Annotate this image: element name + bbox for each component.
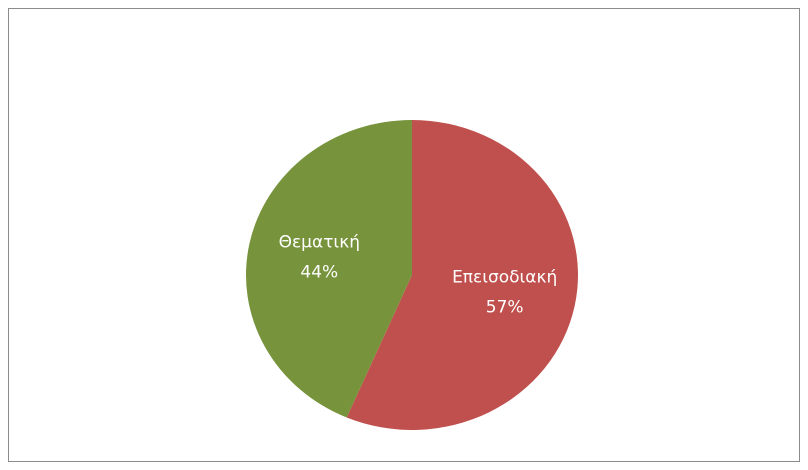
pie-slice bbox=[346, 120, 578, 431]
slice-value-label: 57% bbox=[486, 298, 524, 318]
pie-slice bbox=[245, 120, 412, 418]
slice-label: Επεισοδιακή bbox=[452, 268, 557, 288]
slice-value-label: 44% bbox=[300, 262, 338, 282]
slice-label: Θεματική bbox=[279, 232, 360, 252]
